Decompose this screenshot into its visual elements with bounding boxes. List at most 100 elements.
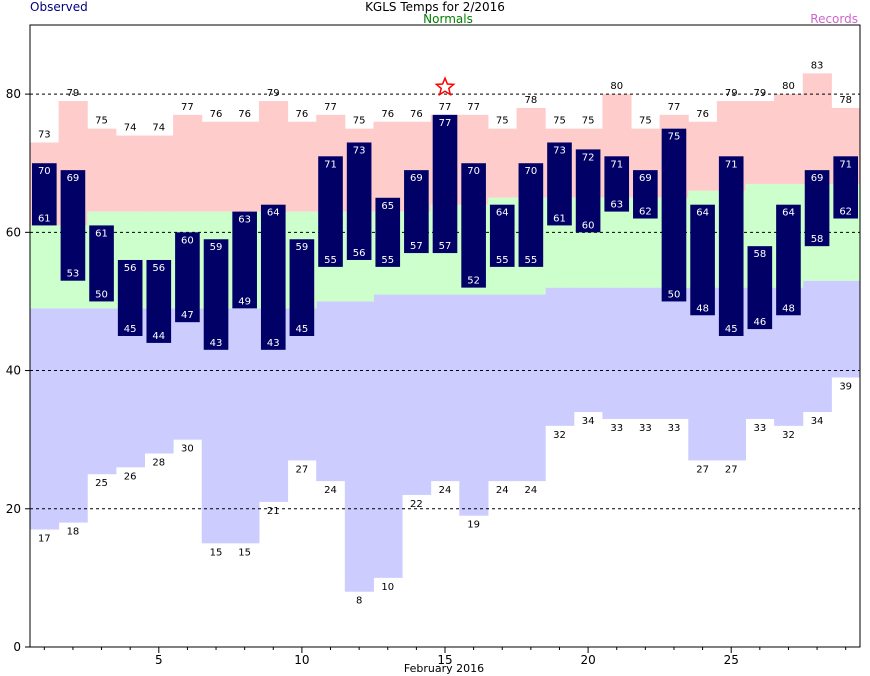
observed-high-label: 70 <box>467 166 480 177</box>
observed-high-label: 69 <box>67 173 80 184</box>
record-low-band <box>173 308 203 440</box>
record-low-label: 32 <box>553 430 566 441</box>
observed-bar <box>318 156 343 267</box>
record-low-label: 25 <box>95 478 108 489</box>
record-low-band <box>688 287 718 461</box>
observed-high-label: 64 <box>696 208 709 219</box>
record-low-band <box>58 308 88 523</box>
record-high-band <box>201 121 231 212</box>
observed-bar <box>747 246 773 330</box>
record-high-label: 79 <box>753 88 766 99</box>
observed-low-label: 55 <box>381 255 394 266</box>
x-tick-label: 20 <box>580 653 595 667</box>
legend-observed: Observed <box>30 0 88 14</box>
observed-high-label: 71 <box>324 159 337 170</box>
record-low-label: 26 <box>124 471 137 482</box>
chart-title: KGLS Temps for 2/2016 <box>365 0 505 14</box>
record-low-band <box>631 287 661 419</box>
observed-low-label: 52 <box>467 276 480 287</box>
record-high-label: 79 <box>725 88 738 99</box>
record-low-label: 10 <box>381 582 394 593</box>
record-low-label: 28 <box>152 457 165 468</box>
observed-high-label: 72 <box>582 152 595 163</box>
observed-high-label: 56 <box>152 263 165 274</box>
labels-layer: 70 61 73 17 69 53 79 18 61 50 75 25 56 45 74 26 56 44 74 28… <box>38 60 852 606</box>
record-low-label: 27 <box>725 464 738 475</box>
record-high-label: 78 <box>524 95 537 106</box>
observed-low-label: 61 <box>553 213 566 224</box>
record-low-band <box>487 294 518 482</box>
observed-high-label: 73 <box>353 145 366 156</box>
record-high-label: 78 <box>839 95 852 106</box>
record-high-label: 77 <box>181 102 194 113</box>
record-high-label: 75 <box>496 116 509 127</box>
observed-bar <box>718 156 744 336</box>
record-low-label: 33 <box>639 423 652 434</box>
observed-bar <box>690 204 715 316</box>
record-low-label: 24 <box>439 485 452 496</box>
record-low-label: 30 <box>181 444 194 455</box>
record-star-icon <box>434 76 456 97</box>
record-high-label: 80 <box>610 81 623 92</box>
y-tick-label: 40 <box>6 364 21 378</box>
record-low-band <box>30 308 60 530</box>
observed-low-label: 55 <box>524 255 537 266</box>
observed-low-label: 57 <box>410 241 423 252</box>
observed-high-label: 65 <box>381 201 394 212</box>
record-low-label: 8 <box>356 596 362 607</box>
observed-high-label: 64 <box>267 208 280 219</box>
x-tick-label: 5 <box>155 653 163 667</box>
record-high-label: 77 <box>439 102 452 113</box>
observed-low-label: 62 <box>839 207 852 218</box>
observed-low-label: 55 <box>496 255 509 266</box>
record-high-band <box>87 128 117 212</box>
observed-bar <box>575 149 601 233</box>
record-low-label: 15 <box>238 547 251 558</box>
observed-low-label: 45 <box>296 324 309 335</box>
record-low-band <box>802 280 832 413</box>
record-low-label: 39 <box>839 381 852 392</box>
observed-bar <box>117 259 143 336</box>
observed-low-label: 56 <box>353 248 366 259</box>
record-low-band <box>602 287 632 419</box>
record-high-label: 77 <box>324 102 337 113</box>
observed-bar <box>776 204 801 316</box>
x-tick-label: 10 <box>294 653 309 667</box>
record-high-band <box>745 101 775 184</box>
observed-bar <box>833 156 858 219</box>
x-tick-label: 25 <box>724 653 739 667</box>
record-low-label: 27 <box>296 464 309 475</box>
observed-low-label: 50 <box>668 289 681 300</box>
observed-bar <box>32 163 57 226</box>
record-low-label: 18 <box>67 527 80 538</box>
y-tick-label: 80 <box>6 87 21 101</box>
record-high-label: 73 <box>38 129 51 140</box>
observed-bar <box>661 128 687 302</box>
observed-low-label: 57 <box>439 241 452 252</box>
observed-high-label: 63 <box>238 215 251 226</box>
observed-low-label: 58 <box>811 234 824 245</box>
record-high-label: 76 <box>238 109 251 120</box>
record-low-label: 22 <box>410 499 423 510</box>
y-tick-label: 20 <box>6 502 21 516</box>
observed-high-label: 70 <box>524 166 537 177</box>
observed-bar <box>804 170 830 247</box>
record-low-label: 21 <box>267 506 280 517</box>
observed-high-label: 71 <box>725 159 738 170</box>
record-low-label: 24 <box>524 485 537 496</box>
observed-high-label: 59 <box>296 242 309 253</box>
observed-bar <box>260 204 286 350</box>
record-low-band <box>659 287 689 419</box>
normal-band <box>602 197 632 288</box>
record-low-band <box>230 308 260 544</box>
record-high-label: 76 <box>210 109 223 120</box>
observed-bar <box>203 239 229 350</box>
record-low-band <box>344 301 374 592</box>
axes-layer: 0 20 40 60 80 5 10 15 20 25 <box>6 24 861 667</box>
observed-low-label: 43 <box>210 338 223 349</box>
record-high-band <box>230 121 260 212</box>
observed-low-label: 45 <box>725 324 738 335</box>
normal-band <box>30 225 60 309</box>
observed-high-label: 73 <box>553 145 566 156</box>
record-high-band <box>144 135 174 212</box>
